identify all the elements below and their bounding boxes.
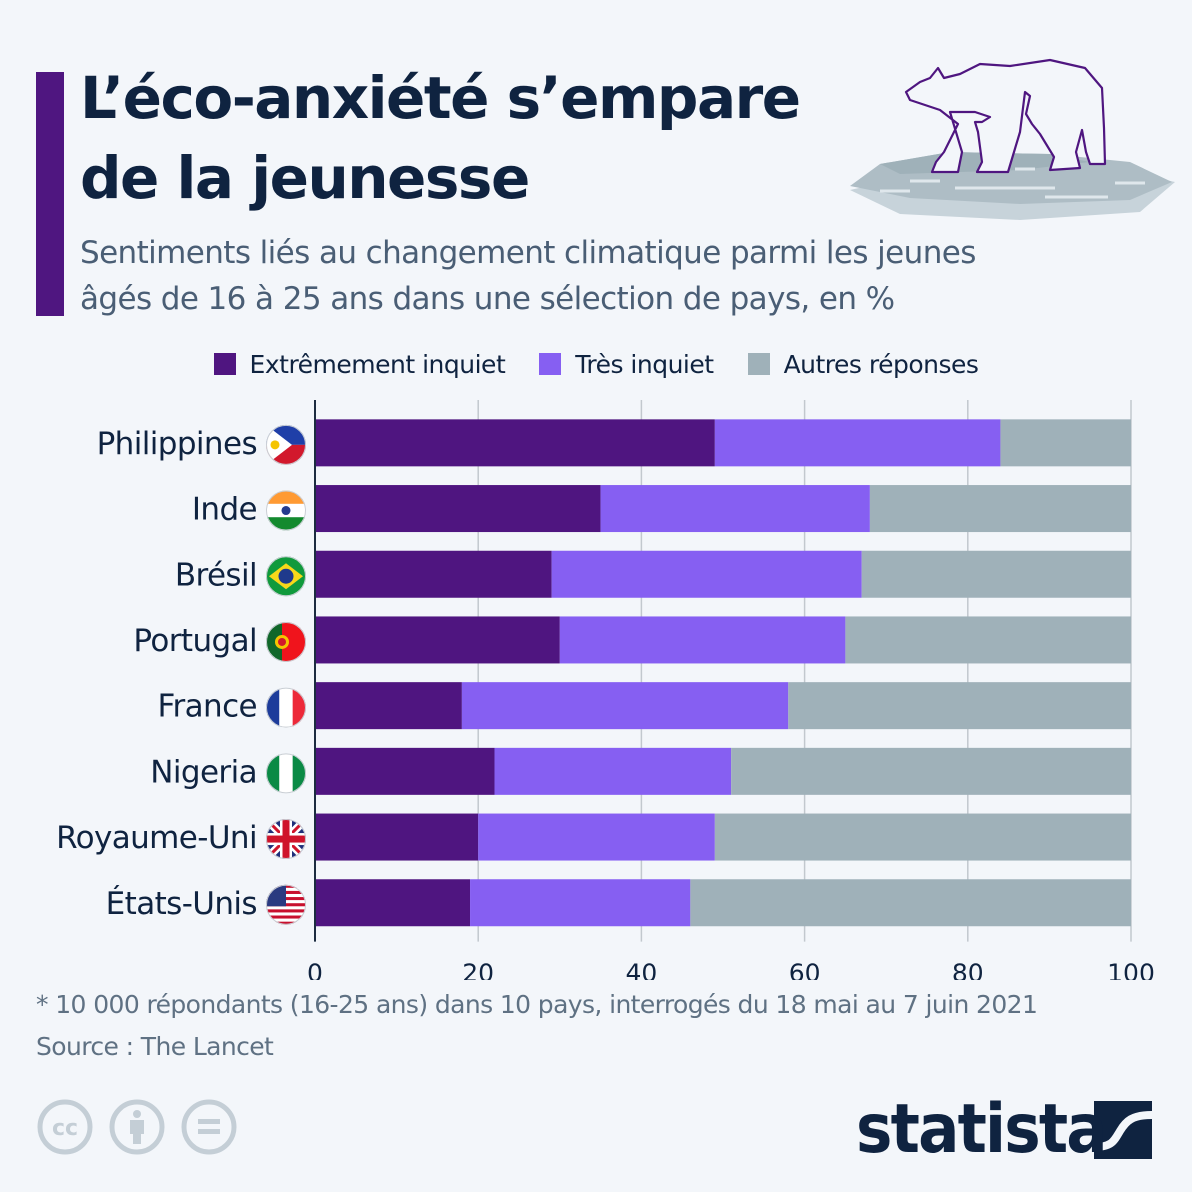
footnote: * 10 000 répondants (16-25 ans) dans 10 … bbox=[36, 984, 1038, 1068]
bar-segment-other bbox=[845, 616, 1131, 664]
category-label: États-Unis bbox=[106, 886, 257, 922]
category-flags bbox=[266, 424, 306, 925]
bear-outline bbox=[904, 58, 1107, 174]
bar-segment-very-worried bbox=[478, 813, 715, 861]
bar-segment-very-worried bbox=[559, 616, 846, 664]
bar-segment-very-worried bbox=[470, 879, 691, 927]
x-tick-label: 100 bbox=[1107, 959, 1155, 980]
bar-group bbox=[315, 485, 1131, 533]
category-label: Royaume-Uni bbox=[56, 820, 257, 856]
legend-label-extremely-worried: Extrêmement inquiet bbox=[249, 349, 506, 379]
bar-segment-other bbox=[714, 813, 1131, 861]
chart-legend: Extrêmement inquiet Très inquiet Autres … bbox=[0, 346, 1192, 382]
legend-item-very-worried: Très inquiet bbox=[539, 346, 714, 382]
legend-item-other: Autres réponses bbox=[747, 346, 979, 382]
subtitle-line-1: Sentiments liés au changement climatique… bbox=[80, 235, 976, 271]
statista-logo[interactable]: statista bbox=[856, 1090, 1152, 1169]
category-label: Inde bbox=[192, 492, 257, 528]
license-icons: cc bbox=[36, 1098, 238, 1156]
page-title: L’éco-anxiété s’empare de la jeunesse bbox=[80, 58, 900, 218]
legend-item-extremely-worried: Extrêmement inquiet bbox=[213, 346, 506, 382]
bar-group bbox=[315, 550, 1131, 598]
category-label: Philippines bbox=[97, 426, 257, 462]
category-label: France bbox=[158, 689, 257, 725]
category-label: Nigeria bbox=[150, 754, 257, 790]
bar-segment-other bbox=[690, 879, 1131, 927]
footnote-note: * 10 000 répondants (16-25 ans) dans 10 … bbox=[36, 990, 1038, 1019]
bar-segment-very-worried bbox=[600, 485, 870, 533]
legend-swatch-extremely-worried bbox=[213, 353, 236, 375]
bar-segment-extremely-worried bbox=[315, 747, 495, 795]
bar-group bbox=[315, 747, 1131, 795]
bar-group bbox=[315, 616, 1131, 664]
x-tick-label: 0 bbox=[307, 959, 323, 980]
bar-group bbox=[315, 879, 1131, 927]
title-line-2: de la jeunesse bbox=[80, 144, 530, 212]
legend-swatch-other bbox=[747, 353, 770, 375]
legend-label-other: Autres réponses bbox=[783, 349, 979, 379]
bar-segment-other bbox=[788, 682, 1131, 730]
bar-group bbox=[315, 419, 1131, 467]
bar-segment-extremely-worried bbox=[315, 616, 560, 664]
x-tick-label: 20 bbox=[462, 959, 494, 980]
no-derivatives-icon[interactable] bbox=[180, 1098, 238, 1156]
footnote-source: Source : The Lancet bbox=[36, 1032, 274, 1061]
polar-bear-icon bbox=[850, 58, 1175, 220]
statista-wordmark: statista bbox=[856, 1090, 1108, 1169]
bar-segment-other bbox=[731, 747, 1131, 795]
legend-swatch-very-worried bbox=[539, 353, 562, 375]
flag-philippines-icon bbox=[266, 424, 306, 465]
x-tick-labels: 0 20 40 60 80 100 bbox=[307, 959, 1155, 980]
statista-logo-icon bbox=[1094, 1100, 1152, 1159]
legend-label-very-worried: Très inquiet bbox=[575, 349, 714, 379]
subtitle: Sentiments liés au changement climatique… bbox=[80, 230, 1180, 322]
x-tick-label: 80 bbox=[952, 959, 984, 980]
bar-segment-very-worried bbox=[551, 550, 862, 598]
flag-usa-icon bbox=[266, 884, 306, 925]
accent-bar bbox=[36, 72, 64, 316]
bars bbox=[315, 419, 1131, 927]
bar-segment-very-worried bbox=[461, 682, 789, 730]
bar-segment-other bbox=[869, 485, 1131, 533]
category-labels: Philippines Inde Brésil Portugal France Niger… bbox=[56, 426, 258, 922]
stacked-bar-chart: Philippines Inde Brésil Portugal France Niger… bbox=[56, 400, 1155, 980]
category-label: Portugal bbox=[133, 623, 257, 659]
subtitle-line-2: âgés de 16 à 25 ans dans une sélection d… bbox=[80, 281, 895, 317]
category-label: Brésil bbox=[175, 557, 257, 593]
bar-group bbox=[315, 682, 1131, 730]
flag-brazil-icon bbox=[266, 556, 306, 597]
bar-segment-very-worried bbox=[714, 419, 1001, 467]
x-tick-label: 40 bbox=[625, 959, 657, 980]
bar-segment-extremely-worried bbox=[315, 682, 462, 730]
ice-highlights bbox=[880, 167, 1145, 199]
cc-icon[interactable]: cc bbox=[36, 1098, 94, 1156]
bar-segment-other bbox=[861, 550, 1131, 598]
bar-segment-extremely-worried bbox=[315, 879, 471, 927]
bar-segment-very-worried bbox=[494, 747, 732, 795]
bar-segment-extremely-worried bbox=[315, 485, 601, 533]
bar-group bbox=[315, 813, 1131, 861]
title-line-1: L’éco-anxiété s’empare bbox=[80, 64, 801, 132]
flag-uk-icon bbox=[266, 819, 306, 860]
bar-segment-extremely-worried bbox=[315, 813, 479, 861]
bar-segment-extremely-worried bbox=[315, 550, 552, 598]
attribution-icon[interactable] bbox=[108, 1098, 166, 1156]
x-tick-label: 60 bbox=[789, 959, 821, 980]
bar-segment-other bbox=[1000, 419, 1131, 467]
svg-text:cc: cc bbox=[52, 1116, 78, 1141]
bar-segment-extremely-worried bbox=[315, 419, 715, 467]
